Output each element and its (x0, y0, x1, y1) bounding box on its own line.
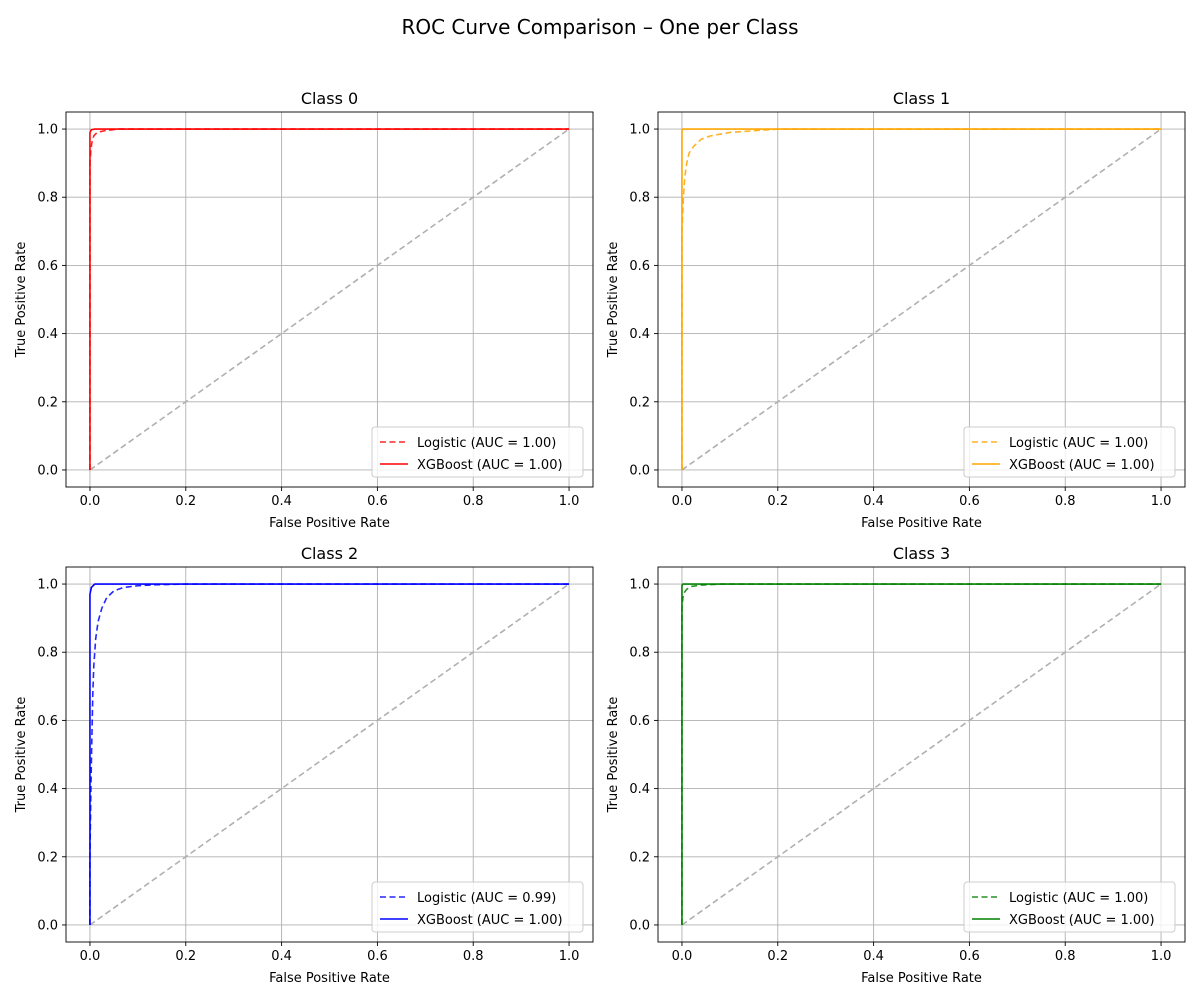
y-axis-label: True Positive Rate (606, 242, 621, 359)
x-tick-label: 0.2 (175, 494, 196, 509)
legend-entry: Logistic (AUC = 1.00) (417, 436, 556, 451)
y-tick-label: 0.2 (37, 395, 58, 410)
legend: Logistic (AUC = 1.00) XGBoost (AUC = 1.00… (963, 426, 1176, 478)
series-line-logistic (89, 583, 570, 925)
y-tick-label: 0.0 (37, 463, 58, 478)
subplot-class-3: 0.0 0.2 0.4 0.6 0.8 1.0 0.0 0.2 0.4 0.6 0.8 1.0 Clas… (606, 544, 1186, 986)
subplot-class-2: 0.0 0.2 0.4 0.6 0.8 1.0 0.0 0.2 0.4 0.6 0.8 1.0 Clas… (14, 544, 594, 986)
figure-title: ROC Curve Comparison – One per Class (401, 15, 799, 39)
y-axis-label: True Positive Rate (14, 697, 29, 814)
subplot-title: Class 3 (893, 544, 950, 563)
chance-diagonal (681, 128, 1162, 471)
x-tick-label: 0.2 (767, 494, 788, 509)
series-line-xgboost (681, 583, 1162, 925)
y-tick-label: 0.8 (37, 191, 58, 206)
y-tick-label: 0.6 (629, 259, 650, 274)
subplot-title: Class 0 (301, 89, 358, 108)
subplot-class-1: 0.0 0.2 0.4 0.6 0.8 1.0 0.0 0.2 0.4 0.6 0.8 1.0 Clas… (606, 89, 1186, 531)
subplot-title: Class 1 (893, 89, 950, 108)
axes-frame (65, 566, 594, 943)
x-tick-label: 0.8 (463, 949, 484, 964)
axes-frame (657, 111, 1186, 488)
legend-entry: XGBoost (AUC = 1.00) (417, 458, 563, 473)
x-tick-label: 0.4 (271, 494, 292, 509)
y-tick-label: 0.8 (629, 191, 650, 206)
y-tick-label: 0.6 (629, 714, 650, 729)
x-tick-label: 0.6 (367, 494, 388, 509)
x-tick-label: 1.0 (559, 949, 580, 964)
y-tick-label: 0.2 (629, 395, 650, 410)
x-axis-label: False Positive Rate (861, 971, 982, 986)
x-tick-label: 0.0 (672, 494, 693, 509)
y-tick-label: 0.0 (37, 918, 58, 933)
series-line-xgboost (681, 128, 1162, 470)
y-tick-label: 0.0 (629, 918, 650, 933)
y-tick-label: 0.2 (37, 850, 58, 865)
series-line-xgboost (89, 128, 570, 470)
x-tick-label: 0.6 (959, 949, 980, 964)
legend-entry: XGBoost (AUC = 1.00) (1009, 458, 1155, 473)
y-tick-label: 1.0 (629, 578, 650, 593)
x-tick-label: 0.6 (367, 949, 388, 964)
legend-box (371, 881, 584, 933)
y-tick-label: 0.4 (37, 327, 58, 342)
y-axis-label: True Positive Rate (14, 242, 29, 359)
x-tick-label: 0.2 (767, 949, 788, 964)
y-tick-label: 1.0 (37, 578, 58, 593)
y-tick-label: 1.0 (629, 123, 650, 138)
x-axis-label: False Positive Rate (269, 516, 390, 531)
y-tick-label: 0.2 (629, 850, 650, 865)
x-tick-label: 1.0 (1151, 494, 1172, 509)
chance-diagonal (89, 583, 570, 926)
legend-entry: Logistic (AUC = 1.00) (1009, 436, 1148, 451)
y-tick-label: 0.4 (629, 327, 650, 342)
legend: Logistic (AUC = 1.00) XGBoost (AUC = 1.00… (963, 881, 1176, 933)
chance-diagonal (89, 128, 570, 471)
x-tick-label: 0.4 (271, 949, 292, 964)
series-line-logistic (681, 128, 1162, 470)
y-tick-label: 0.4 (629, 782, 650, 797)
legend-entry: Logistic (AUC = 0.99) (417, 891, 556, 906)
x-tick-label: 0.0 (80, 949, 101, 964)
y-tick-label: 1.0 (37, 123, 58, 138)
x-tick-label: 0.8 (1055, 949, 1076, 964)
x-axis-label: False Positive Rate (269, 971, 390, 986)
x-tick-label: 1.0 (1151, 949, 1172, 964)
x-tick-label: 0.0 (80, 494, 101, 509)
subplot-class-0: 0.0 0.2 0.4 0.6 0.8 1.0 0.0 0.2 0.4 0.6 0.8 1.0 Clas… (14, 89, 594, 531)
legend-box (371, 426, 584, 478)
x-tick-label: 0.6 (959, 494, 980, 509)
series-line-xgboost (89, 583, 570, 925)
x-tick-label: 0.0 (672, 949, 693, 964)
y-tick-label: 0.0 (629, 463, 650, 478)
legend-entry: Logistic (AUC = 1.00) (1009, 891, 1148, 906)
y-axis-label: True Positive Rate (606, 697, 621, 814)
x-tick-label: 0.4 (863, 949, 884, 964)
x-tick-label: 0.2 (175, 949, 196, 964)
legend-box (963, 881, 1176, 933)
x-tick-label: 0.8 (1055, 494, 1076, 509)
x-tick-label: 1.0 (559, 494, 580, 509)
y-tick-label: 0.8 (629, 646, 650, 661)
x-axis-label: False Positive Rate (861, 516, 982, 531)
legend-box (963, 426, 1176, 478)
legend: Logistic (AUC = 0.99) XGBoost (AUC = 1.00… (371, 881, 584, 933)
axes-frame (65, 111, 594, 488)
axes-frame (657, 566, 1186, 943)
subplot-title: Class 2 (301, 544, 358, 563)
legend-entry: XGBoost (AUC = 1.00) (417, 913, 563, 928)
x-tick-label: 0.8 (463, 494, 484, 509)
y-tick-label: 0.4 (37, 782, 58, 797)
legend-entry: XGBoost (AUC = 1.00) (1009, 913, 1155, 928)
chance-diagonal (681, 583, 1162, 926)
x-tick-label: 0.4 (863, 494, 884, 509)
y-tick-label: 0.6 (37, 259, 58, 274)
legend: Logistic (AUC = 1.00) XGBoost (AUC = 1.00… (371, 426, 584, 478)
y-tick-label: 0.6 (37, 714, 58, 729)
y-tick-label: 0.8 (37, 646, 58, 661)
